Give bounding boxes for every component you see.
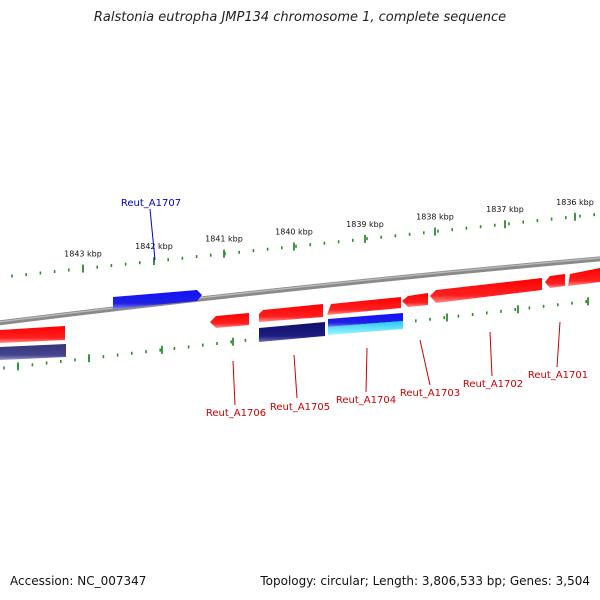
- gene-reut-a1704-red[interactable]: [327, 297, 401, 315]
- gene-label-reut-a1704[interactable]: Reut_A1704: [336, 395, 396, 406]
- scale-label: 1840 kbp: [275, 228, 313, 237]
- gene-forward-partial-right[interactable]: [568, 268, 600, 286]
- gene-left-partial-purple[interactable]: [0, 344, 66, 360]
- gene-reut-a1707[interactable]: [113, 290, 202, 309]
- gene-label-reut-a1706[interactable]: Reut_A1706: [206, 408, 266, 419]
- callout-line-reut-a1703: [419, 339, 431, 386]
- gene-reut-a1705-red[interactable]: [259, 304, 323, 322]
- callout-line-reut-a1701: [556, 321, 561, 368]
- gene-reut-a1703[interactable]: [402, 293, 428, 307]
- genome-summary-text: Topology: circular; Length: 3,806,533 bp…: [260, 574, 590, 588]
- gene-reut-a1701[interactable]: [545, 274, 565, 288]
- callout-line-reut-a1706: [232, 360, 236, 406]
- map-title: Ralstonia eutropha JMP134 chromosome 1, …: [93, 10, 507, 25]
- gene-reut-a1706[interactable]: [210, 313, 249, 328]
- callout-line-reut-a1704: [365, 347, 368, 393]
- callout-line-reut-a1705: [293, 354, 298, 399]
- scale-label: 1836 kbp: [556, 198, 594, 207]
- accession-text: Accession: NC_007347: [10, 574, 147, 588]
- gene-label-reut-a1703[interactable]: Reut_A1703: [400, 388, 460, 399]
- scale-label: 1841 kbp: [205, 235, 243, 244]
- scale-label: 1837 kbp: [486, 205, 524, 214]
- gene-reut-a1702[interactable]: [430, 278, 542, 303]
- scale-label: 1843 kbp: [64, 250, 102, 259]
- gene-label-reut-a1705[interactable]: Reut_A1705: [270, 402, 330, 413]
- chromosome-backbone: [0, 256, 600, 326]
- gene-label-reut-a1707[interactable]: Reut_A1707: [121, 198, 181, 209]
- gene-left-partial-red[interactable]: [0, 326, 65, 343]
- gene-reut-a1704[interactable]: [328, 313, 403, 327]
- callout-line-reut-a1702: [489, 331, 493, 377]
- gene-reut-a1705[interactable]: [259, 322, 325, 342]
- callout-line-reut-a1707: [149, 208, 156, 261]
- scale-label: 1839 kbp: [346, 220, 384, 229]
- gene-reut-a1704-cyan[interactable]: [328, 321, 403, 335]
- gene-label-reut-a1701[interactable]: Reut_A1701: [528, 370, 588, 381]
- gene-label-reut-a1702[interactable]: Reut_A1702: [463, 379, 523, 390]
- scale-label: 1838 kbp: [416, 213, 454, 222]
